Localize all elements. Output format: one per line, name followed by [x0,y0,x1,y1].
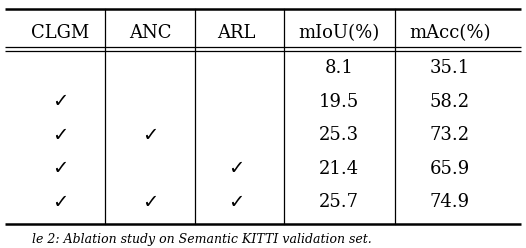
Text: 58.2: 58.2 [430,93,470,111]
Text: 21.4: 21.4 [319,160,359,178]
Text: le 2: Ablation study on Semantic KITTI validation set.: le 2: Ablation study on Semantic KITTI v… [32,233,371,246]
Text: 73.2: 73.2 [430,126,470,144]
Text: 35.1: 35.1 [430,59,470,77]
Text: ✓: ✓ [228,159,245,178]
Text: 8.1: 8.1 [325,59,353,77]
Text: 25.7: 25.7 [319,193,359,211]
Text: ✓: ✓ [52,126,69,145]
Text: ✓: ✓ [141,126,158,145]
Text: ✓: ✓ [228,193,245,212]
Text: 25.3: 25.3 [319,126,359,144]
Text: ✓: ✓ [52,193,69,212]
Text: CLGM: CLGM [32,25,89,42]
Text: ✓: ✓ [52,92,69,111]
Text: 74.9: 74.9 [430,193,470,211]
Text: 19.5: 19.5 [319,93,359,111]
Text: ✓: ✓ [141,193,158,212]
Text: mIoU(%): mIoU(%) [299,25,380,42]
Text: ✓: ✓ [52,159,69,178]
Text: ANC: ANC [129,25,171,42]
Text: 65.9: 65.9 [430,160,470,178]
Text: ARL: ARL [218,25,256,42]
Text: mAcc(%): mAcc(%) [409,25,490,42]
